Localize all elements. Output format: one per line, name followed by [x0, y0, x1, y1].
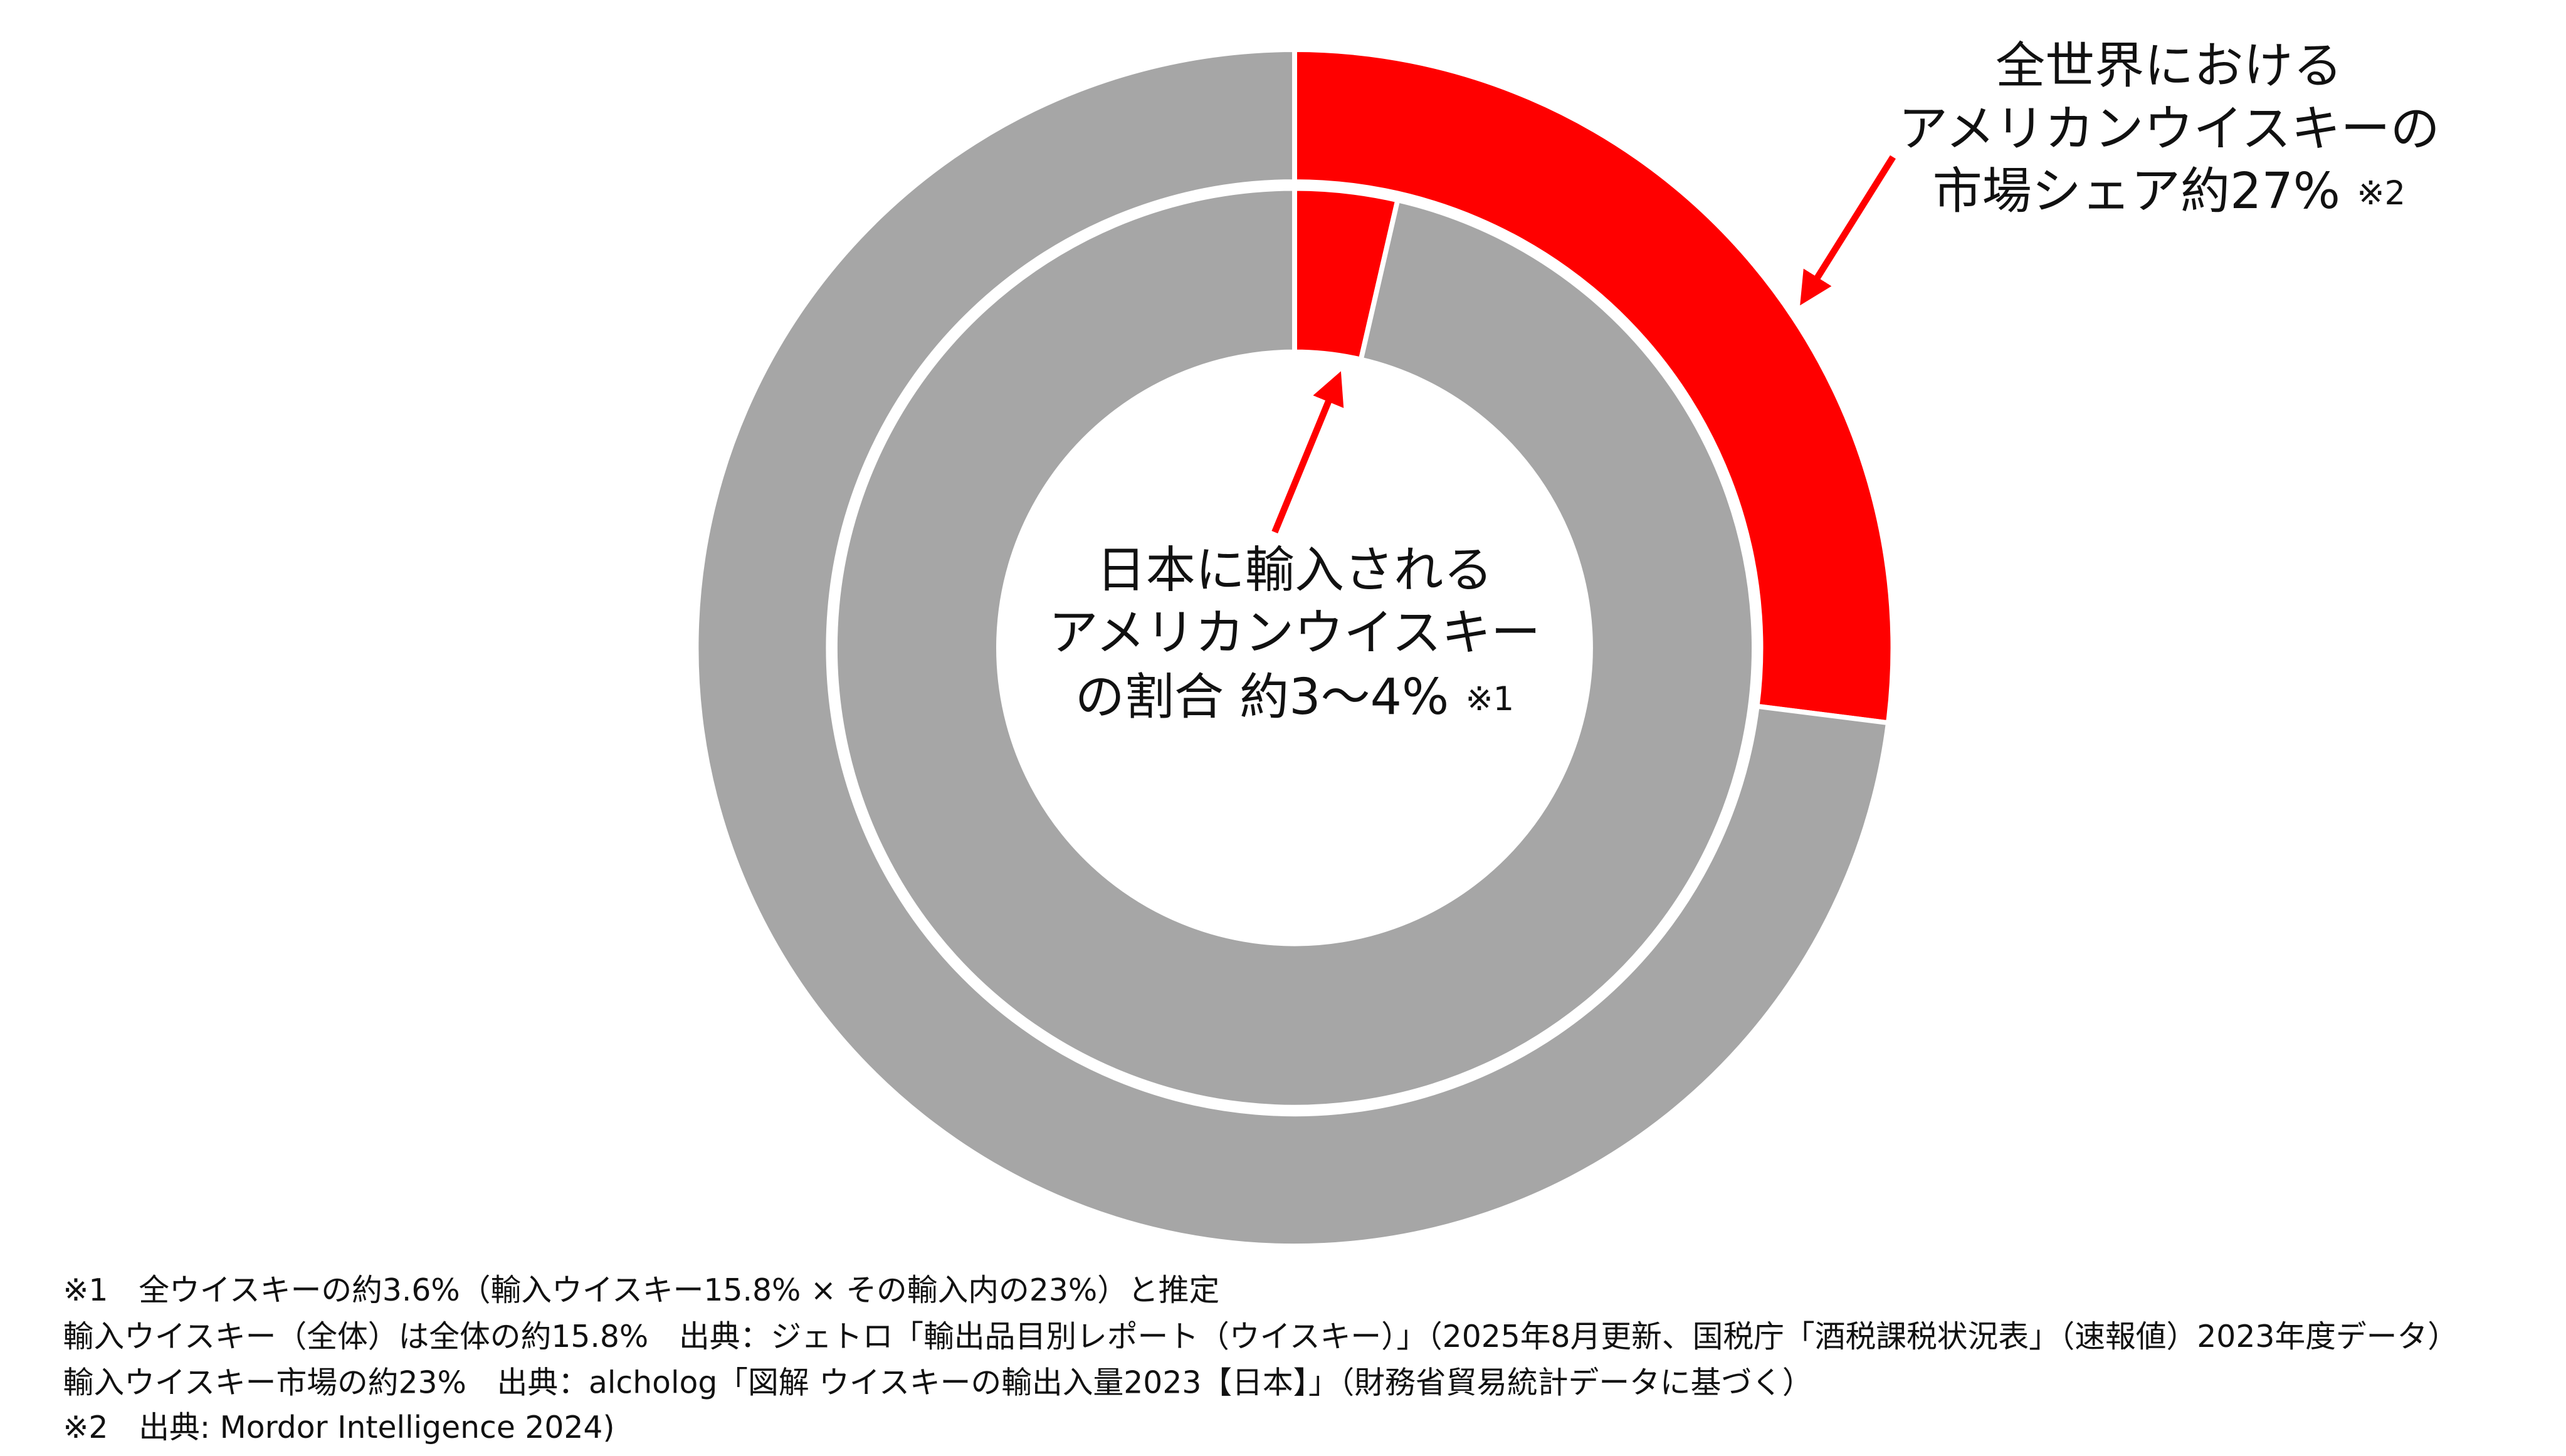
- annotation-line: の割合 約3〜4%: [1075, 668, 1449, 726]
- footnote: 輸入ウイスキー（全体）は全体の約15.8% 出典：ジェトロ「輸出品目別レポート（…: [63, 1319, 2458, 1354]
- footnote: ※1 全ウイスキーの約3.6%（輸入ウイスキー15.8% × その輸入内の23%…: [63, 1272, 1220, 1308]
- donut-slice: [1292, 47, 1896, 726]
- arrow: [1800, 155, 1896, 306]
- rings: [693, 47, 1896, 1249]
- annotation-line: 日本に輸入される: [1096, 541, 1493, 599]
- footnote: 輸入ウイスキー市場の約23% 出典：alcholog「図解 ウイスキーの輸出入量…: [63, 1365, 1813, 1401]
- arrow: [1271, 371, 1344, 534]
- footnote: ※2 出典: Mordor Intelligence 2024): [63, 1410, 615, 1445]
- annotation-note: ※2: [2357, 174, 2406, 212]
- donut-slice: [693, 47, 1891, 1249]
- annotation-line: 全世界における: [1995, 37, 2343, 95]
- annotation-line: 市場シェア約27%: [1933, 163, 2340, 221]
- annotation-note: ※1: [1465, 680, 1514, 718]
- annotation-line: アメリカンウイスキーの: [1898, 100, 2440, 157]
- annotation-line: 市場シェア約27% ※2: [1933, 163, 2406, 221]
- annotation-line: アメリカンウイスキー: [1049, 604, 1541, 662]
- donut-slice: [832, 186, 1757, 1110]
- annotation-line: の割合 約3〜4% ※1: [1075, 668, 1515, 726]
